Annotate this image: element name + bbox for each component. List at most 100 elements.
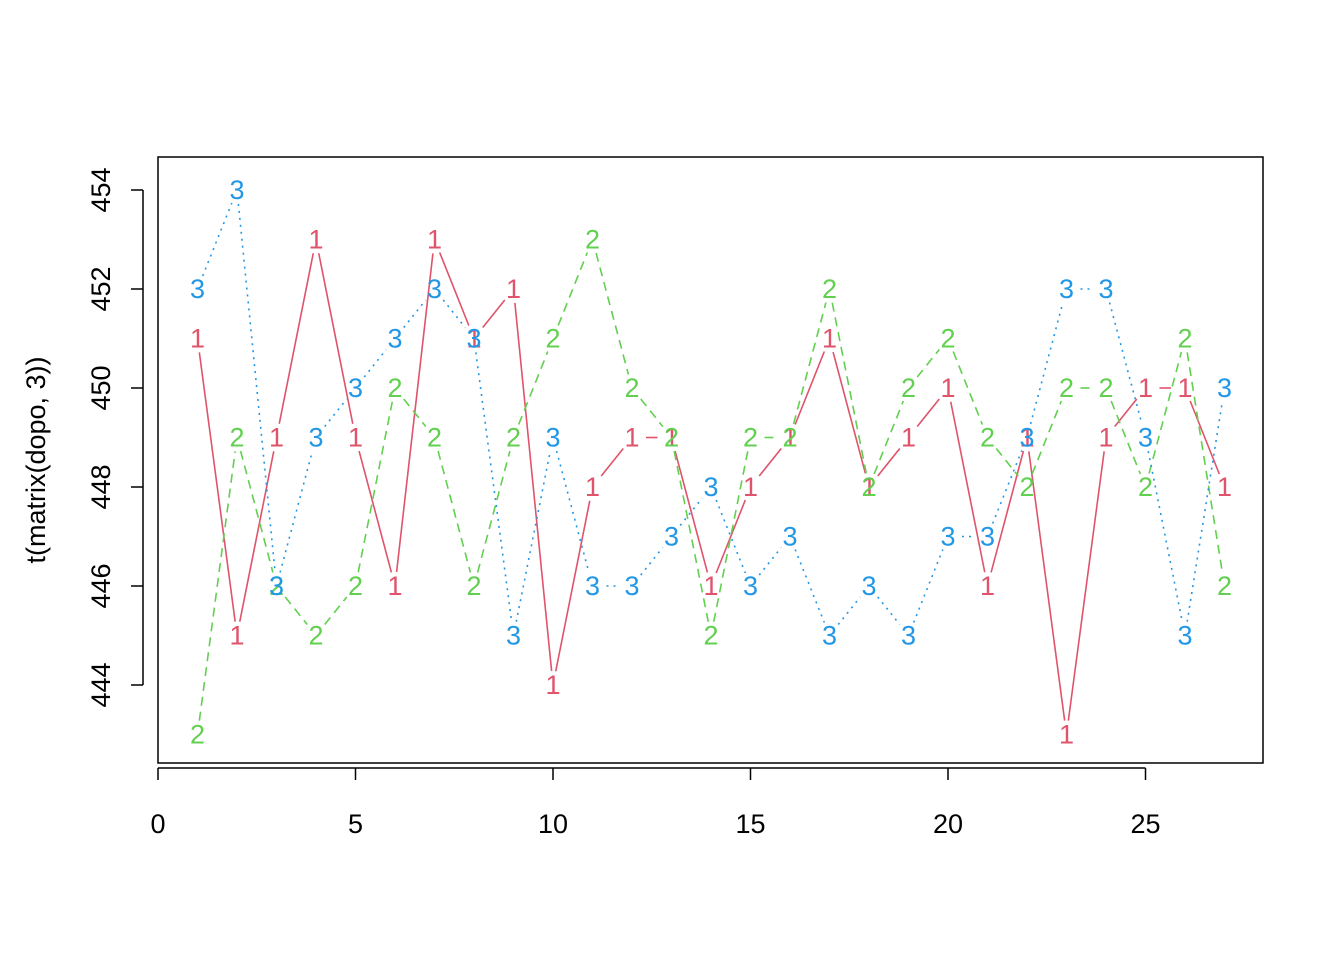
series-3-segment <box>555 450 590 573</box>
series-2-point: 2 <box>1059 373 1074 403</box>
series-2-point: 2 <box>624 373 639 403</box>
series-2-segment <box>792 302 827 425</box>
series-2-point: 2 <box>980 423 995 453</box>
series-1-point: 1 <box>743 472 758 502</box>
series-2-segment <box>595 252 630 375</box>
series-1-segment <box>600 447 624 477</box>
series-3-segment <box>794 549 826 623</box>
series-3-point: 3 <box>387 324 402 354</box>
series-3-segment <box>324 398 348 428</box>
series-3-point: 3 <box>980 522 995 552</box>
series-2-point: 2 <box>1098 373 1113 403</box>
series-1-segment <box>358 450 393 573</box>
series-1-point: 1 <box>861 472 876 502</box>
series-3-segment <box>837 596 861 626</box>
series-1-point: 1 <box>822 324 837 354</box>
series-3-point: 3 <box>901 621 916 651</box>
series-3-point: 3 <box>782 522 797 552</box>
series-3-point: 3 <box>308 423 323 453</box>
series-3-point: 3 <box>466 324 481 354</box>
series-2-point: 2 <box>269 571 284 601</box>
series-1-point: 1 <box>664 423 679 453</box>
series-3-point: 3 <box>1177 621 1192 651</box>
x-axis: 0 5 10 15 20 25 <box>150 767 1161 839</box>
series-2-point: 2 <box>506 423 521 453</box>
series-2-point: 2 <box>1177 324 1192 354</box>
series-2-segment <box>437 450 472 573</box>
series-1-segment <box>1114 398 1138 428</box>
series-1-segment <box>1067 451 1105 721</box>
series-3-point: 3 <box>624 571 639 601</box>
series-2-point: 2 <box>901 373 916 403</box>
series-1-segment <box>877 447 901 477</box>
y-axis-label: t(matrix(dopo, 3)) <box>21 356 51 563</box>
series-1-point: 1 <box>782 423 797 453</box>
series-1-segment <box>482 299 506 329</box>
series-3-point: 3 <box>269 571 284 601</box>
series-2-segment <box>198 451 236 721</box>
series-3-segment <box>442 299 466 329</box>
series-2-point: 2 <box>703 621 718 651</box>
series-1-segment <box>317 253 354 424</box>
series-1-point: 1 <box>308 225 323 255</box>
series-2-point: 2 <box>545 324 560 354</box>
series-3-point: 3 <box>822 621 837 651</box>
series-1-point: 1 <box>1217 472 1232 502</box>
series-1-segment <box>674 450 709 573</box>
series-2-point: 2 <box>427 423 442 453</box>
series-1-segment <box>278 253 315 424</box>
series-1-point: 1 <box>348 423 363 453</box>
series-1-point: 1 <box>387 571 402 601</box>
series-2-point: 2 <box>308 621 323 651</box>
x-tick-label: 25 <box>1130 809 1160 839</box>
series-2-segment <box>1110 400 1142 475</box>
series-2-point: 2 <box>822 274 837 304</box>
series-1-point: 1 <box>585 472 600 502</box>
series-3-point: 3 <box>1059 274 1074 304</box>
series-3-point: 3 <box>1019 423 1034 453</box>
series-3-point: 3 <box>229 175 244 205</box>
series-3-segment <box>640 546 664 576</box>
series-1-point: 1 <box>901 423 916 453</box>
series-3-point: 3 <box>743 571 758 601</box>
series-3-segment <box>201 202 233 277</box>
series-2-segment <box>557 252 589 326</box>
plot-frame <box>157 156 1264 764</box>
series-1-segment <box>832 351 867 474</box>
series-3-point: 3 <box>545 423 560 453</box>
series-1-segment <box>438 252 470 326</box>
series-1-segment <box>238 451 275 622</box>
series-1-point: 1 <box>466 324 481 354</box>
series-1-segment <box>990 450 1025 573</box>
x-tick-label: 5 <box>348 809 363 839</box>
series-2-point: 2 <box>387 373 402 403</box>
series-2-segment <box>640 398 664 428</box>
series-1-point: 1 <box>190 324 205 354</box>
series-1-point: 1 <box>940 373 955 403</box>
series-2-segment <box>952 351 984 425</box>
series-2-point: 2 <box>585 225 600 255</box>
series-3-segment <box>403 299 427 329</box>
series-2-segment <box>476 450 511 573</box>
series-1-point: 1 <box>545 670 560 700</box>
series-1-point: 1 <box>1019 423 1034 453</box>
series-2-point: 2 <box>229 423 244 453</box>
series-3-segment <box>237 203 276 573</box>
series-2-segment <box>1148 351 1183 474</box>
series-2-segment <box>1031 400 1063 475</box>
y-tick-label: 450 <box>86 365 116 410</box>
series-3-point: 3 <box>664 522 679 552</box>
series-2-point: 2 <box>1138 472 1153 502</box>
series-1-segment <box>715 499 747 574</box>
series-1-point: 1 <box>624 423 639 453</box>
series-2-segment <box>995 447 1019 477</box>
series-1-point: 1 <box>269 423 284 453</box>
series-1-segment <box>1028 451 1066 721</box>
series-1-point: 1 <box>427 225 442 255</box>
series-1-point: 1 <box>229 621 244 651</box>
series-3-point: 3 <box>1217 373 1232 403</box>
series-1-point: 1 <box>1138 373 1153 403</box>
series-3-point: 3 <box>703 472 718 502</box>
series-3-point: 3 <box>1098 274 1113 304</box>
